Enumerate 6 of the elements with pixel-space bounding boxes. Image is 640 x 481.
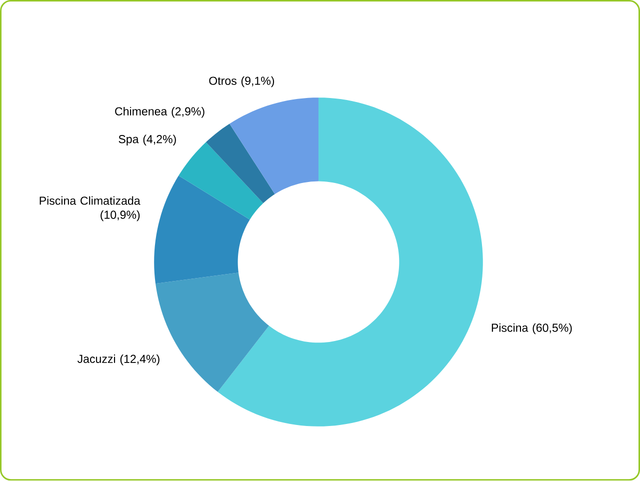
slice-label: Spa (4,2%) xyxy=(118,134,176,146)
slice-label: Piscina (60,5%) xyxy=(492,324,572,334)
slice-label: Piscina Climatizada (10,9%) xyxy=(40,196,140,222)
slice-label: Otros (9,1%) xyxy=(209,76,274,88)
slice-label: Chimenea (2,9%) xyxy=(115,107,204,118)
slice-label: Jacuzzi (12,4%) xyxy=(77,354,160,366)
